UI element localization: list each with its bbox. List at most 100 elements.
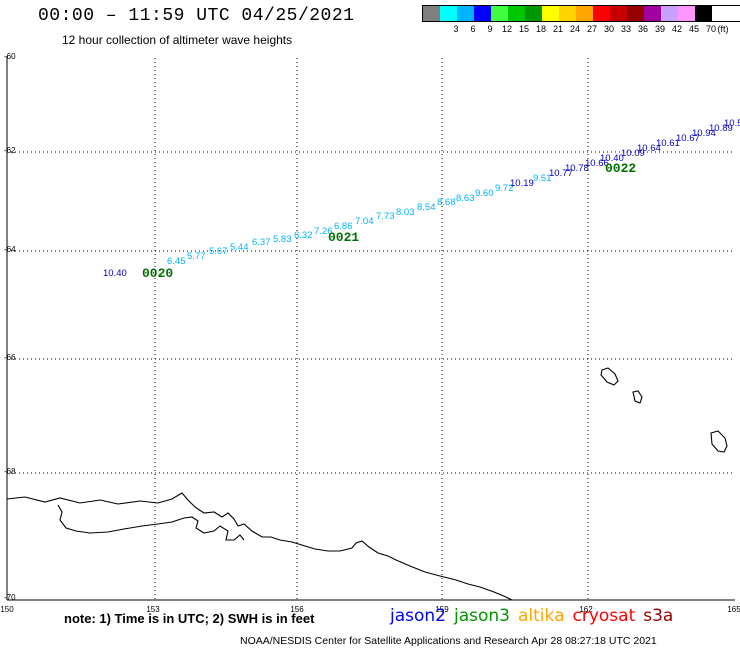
satellite-name: altika [518, 606, 565, 626]
legend-swatch [508, 6, 525, 21]
legend-label: 30 [603, 24, 615, 34]
longitude-label: 153 [146, 605, 160, 614]
time-marker: 0022 [605, 161, 636, 176]
wave-height-label: 5.67 [209, 246, 228, 257]
coastline-mainland [6, 492, 513, 601]
wave-height-label: 10.40 [103, 268, 127, 279]
wave-height-label: 8.54 [417, 202, 436, 213]
legend-label: 18 [535, 24, 547, 34]
satellite-name: s3a [643, 606, 674, 626]
legend-swatch [661, 6, 678, 21]
legend-unit: (ft) [717, 24, 729, 34]
wave-height-label: 10.19 [510, 178, 534, 189]
wave-height-label: 9.51 [533, 173, 552, 184]
legend-label: 15 [518, 24, 530, 34]
wave-height-label: 7.04 [355, 216, 374, 227]
legend-label: 12 [501, 24, 513, 34]
legend-swatch [627, 6, 644, 21]
legend-swatch [678, 6, 695, 21]
axis-labels: 150 153 156 159 162 165 -60 -62 -64 -66 -68 -70 [0, 52, 740, 614]
wave-height-label: 10.64 [637, 143, 661, 154]
legend-label: 45 [688, 24, 700, 34]
legend-label: 33 [620, 24, 632, 34]
wave-height-label: 10.40 [600, 153, 624, 164]
wave-height-label: 10.89 [709, 123, 733, 134]
longitude-label: 156 [290, 605, 304, 614]
wave-height-label: 10.77 [549, 168, 573, 179]
legend-swatch [576, 6, 593, 21]
legend-label: 24 [569, 24, 581, 34]
wave-height-label: 6.86 [334, 221, 353, 232]
legend-swatch [542, 6, 559, 21]
wave-height-label: 6.32 [294, 230, 313, 241]
legend-swatch [695, 6, 712, 21]
legend-swatch [593, 6, 610, 21]
wave-height-label: 10.94 [692, 128, 716, 139]
island-3 [710, 430, 728, 453]
latitude-label: -70 [4, 593, 16, 602]
legend-swatch [610, 6, 627, 21]
color-legend: 3 6 9 12 15 18 21 24 27 30 33 36 39 42 45 70 (ft) [422, 5, 740, 36]
wave-height-label: 8.63 [456, 193, 475, 204]
wave-height-label: 5.83 [273, 234, 292, 245]
wave-height-label: 10.78 [565, 163, 589, 174]
longitude-label: 150 [0, 605, 14, 614]
satellite-name: jason3 [454, 606, 510, 626]
latitude-label: -66 [4, 353, 16, 362]
coastline [6, 367, 728, 601]
legend-swatch [525, 6, 542, 21]
legend-swatch [491, 6, 508, 21]
satellite-name: cryosat [572, 606, 636, 626]
legend-label: 70 [705, 24, 717, 34]
legend-label: 42 [671, 24, 683, 34]
legend-swatch [474, 6, 491, 21]
legend-swatch [644, 6, 661, 21]
legend-label: 21 [552, 24, 564, 34]
legend-label: 39 [654, 24, 666, 34]
wave-height-label: 10.53 [724, 118, 740, 129]
footer-note: note: 1) Time is in UTC; 2) SWH is in fe… [64, 611, 315, 626]
satellite-legend: jason2 jason3 altika cryosat s3a [390, 606, 681, 626]
wave-height-label: 5.77 [187, 251, 206, 262]
time-marker: 0021 [328, 230, 359, 245]
island-2 [632, 390, 643, 404]
longitude-label: 159 [435, 605, 449, 614]
map-subtitle: 12 hour collection of altimeter wave hei… [62, 33, 293, 47]
legend-swatches [422, 5, 740, 22]
wave-height-label: 9.72 [495, 183, 514, 194]
wave-height-label: 9.60 [475, 188, 494, 199]
map-title: 00:00 – 11:59 UTC 04/25/2021 [38, 6, 355, 26]
satellite-name: jason2 [390, 606, 446, 626]
legend-label: 9 [487, 24, 493, 34]
wave-height-label: 7.26 [314, 226, 333, 237]
wave-height-label: 10.61 [656, 138, 680, 149]
latitude-label: -60 [4, 52, 16, 61]
longitude-label: 165 [727, 605, 740, 614]
legend-swatch [457, 6, 474, 21]
wave-height-label: 5.44 [230, 242, 249, 253]
longitude-label: 162 [579, 605, 593, 614]
altimeter-track: 10.40 6.45 5.77 5.67 5.44 6.37 5.83 6.32 7.26 6.8… [103, 118, 740, 281]
wave-height-label: 10.66 [585, 158, 609, 169]
map-frame [6, 56, 735, 601]
wave-height-label: 10.09 [621, 148, 645, 159]
wave-height-label: 10.67 [676, 133, 700, 144]
legend-label: 3 [453, 24, 459, 34]
legend-label: 6 [470, 24, 476, 34]
island-1 [600, 367, 619, 386]
wave-height-label: 8.03 [396, 207, 415, 218]
wave-height-label: 6.37 [252, 237, 271, 248]
latitude-label: -68 [4, 467, 16, 476]
wave-height-label: 8.68 [437, 197, 456, 208]
coastline-inlet [57, 504, 245, 541]
legend-label: 36 [637, 24, 649, 34]
credit-line: NOAA/NESDIS Center for Satellite Applica… [240, 635, 657, 647]
wave-height-label: 6.45 [167, 256, 186, 267]
latitude-label: -64 [4, 245, 16, 254]
legend-swatch [440, 6, 457, 21]
legend-label: 27 [586, 24, 598, 34]
legend-swatch [559, 6, 576, 21]
wave-height-label: 7.73 [376, 211, 395, 222]
latitude-label: -62 [4, 146, 16, 155]
